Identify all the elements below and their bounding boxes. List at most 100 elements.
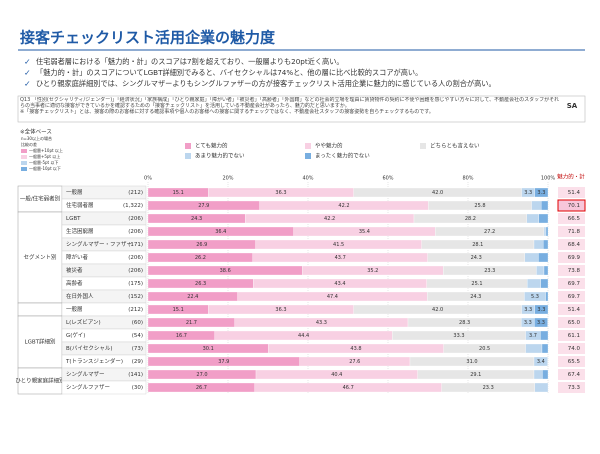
row-label: 住宅弱者層 <box>66 201 94 209</box>
total-value: 65.0 <box>568 320 581 326</box>
x-tick-label: 20% <box>222 176 233 182</box>
total-value: 66.5 <box>568 216 581 222</box>
total-value: 51.4 <box>568 307 581 313</box>
total-cell <box>558 226 585 237</box>
value-label: 3.3 <box>524 307 532 313</box>
row-n: (206) <box>128 255 143 261</box>
value-label: 31.0 <box>466 359 477 365</box>
compare-legend: 一般層-10pt 以下 <box>29 165 61 171</box>
value-label: 28.3 <box>459 320 470 326</box>
bar-segment <box>536 265 545 276</box>
legend-label: まったく魅力的でない <box>315 152 370 160</box>
value-label: 3.3 <box>524 190 532 196</box>
row-label: 一般層 <box>66 188 83 196</box>
row-cell <box>61 380 147 395</box>
value-label: 43.8 <box>350 346 361 352</box>
value-label: 24.3 <box>191 216 202 222</box>
row-label: 一般層 <box>66 305 83 313</box>
bullet-mark: ✓ <box>24 58 31 67</box>
bar-segment <box>540 278 549 289</box>
row-label: シングルファザー <box>66 383 110 391</box>
bar-segment <box>541 200 549 211</box>
bar-segment <box>540 330 549 341</box>
total-value: 70.1 <box>568 203 580 209</box>
bullet: 住宅弱者層における「魅力的・計」のスコアは7割を超えており、一般層よりも20pt… <box>36 57 344 66</box>
value-label: 41.5 <box>333 242 344 248</box>
bar-segment <box>533 239 544 250</box>
row-label: 被災者 <box>66 266 83 274</box>
value-label: 22.4 <box>187 294 198 300</box>
value-label: 3.7 <box>529 333 537 339</box>
value-label: 38.6 <box>220 268 231 274</box>
value-label: 16.7 <box>176 333 187 339</box>
value-label: 3.4 <box>537 359 545 365</box>
compare-legend: n=30以上の場合 <box>21 135 52 141</box>
value-label: 26.2 <box>195 255 206 261</box>
compare-swatch <box>21 161 27 165</box>
total-cell <box>558 304 585 315</box>
value-label: 27.0 <box>196 372 207 378</box>
value-label: 24.3 <box>470 294 481 300</box>
total-cell <box>558 382 585 393</box>
bar-segment <box>524 252 539 263</box>
value-label: 3.3 <box>537 320 545 326</box>
answer-type: SA <box>567 102 578 110</box>
value-label: 40.4 <box>331 372 342 378</box>
value-label: 35.4 <box>359 229 370 235</box>
value-label: 36.3 <box>275 190 286 196</box>
compare-swatch <box>21 155 27 159</box>
value-label: 28.1 <box>472 242 483 248</box>
value-label: 23.3 <box>484 268 495 274</box>
value-label: 43.7 <box>335 255 346 261</box>
legend-swatch <box>185 153 191 159</box>
total-cell <box>558 330 585 341</box>
row-n: (1,322) <box>123 203 143 209</box>
value-label: 21.7 <box>186 320 197 326</box>
value-label: 47.4 <box>327 294 338 300</box>
value-label: 43.3 <box>316 320 327 326</box>
row-n: (206) <box>128 268 143 274</box>
x-tick-label: 60% <box>382 176 393 182</box>
bar-segment <box>526 213 539 224</box>
title: 接客チェックリスト活用企業の魅力度 <box>20 29 276 47</box>
bullet-mark: ✓ <box>24 69 31 78</box>
total-value: 65.5 <box>568 359 581 365</box>
total-cell <box>558 343 585 354</box>
compare-legend: 一般層+5pt 以上 <box>29 153 60 159</box>
legend-label: あまり魅力的でない <box>195 152 245 160</box>
legend-swatch <box>305 153 311 159</box>
compare-legend: 一般層-5pt 以下 <box>29 159 58 165</box>
value-label: 43.4 <box>334 281 345 287</box>
total-value: 73.3 <box>568 385 581 391</box>
group-cell <box>17 315 63 369</box>
value-label: 29.1 <box>470 372 481 378</box>
value-label: 5.3 <box>531 294 539 300</box>
row-n: (54) <box>132 333 143 339</box>
bar-segment <box>538 213 549 224</box>
value-label: 20.5 <box>479 346 490 352</box>
total-cell <box>558 356 585 367</box>
bar-segment <box>545 291 549 302</box>
value-label: 44.4 <box>298 333 309 339</box>
total-value: 69.9 <box>568 255 581 261</box>
bar-segment <box>545 226 549 237</box>
total-cell <box>558 239 585 250</box>
total-value: 51.4 <box>568 190 581 196</box>
question-box <box>17 95 586 123</box>
value-label: 42.0 <box>432 307 443 313</box>
row-label: LGBT <box>66 216 81 222</box>
value-label: 33.3 <box>453 333 464 339</box>
x-tick-label: 0% <box>144 176 152 182</box>
value-label: 28.2 <box>465 216 476 222</box>
row-label: 在日外国人 <box>66 292 94 300</box>
bar-segment <box>533 369 543 380</box>
value-label: 37.9 <box>218 359 229 365</box>
row-n: (30) <box>132 385 143 391</box>
row-label: 障がい者 <box>66 253 89 261</box>
group-label: LGBT詳細別 <box>25 338 56 346</box>
bar-segment <box>534 304 549 315</box>
legend-label: やや魅力的 <box>315 142 343 150</box>
row-label: シングルマザー <box>66 370 105 378</box>
row-label: T(トランスジェンダー) <box>65 357 123 365</box>
